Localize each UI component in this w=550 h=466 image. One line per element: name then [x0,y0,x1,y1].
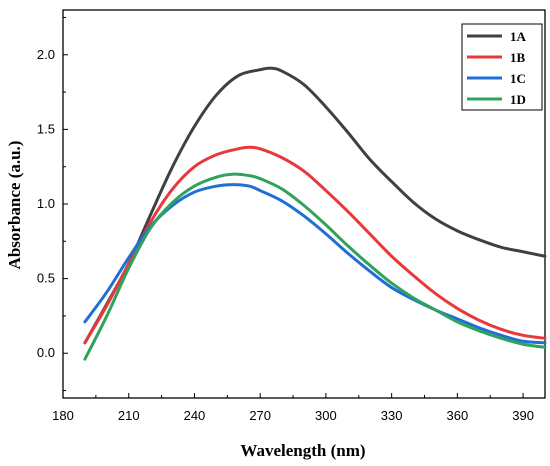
x-tick-label: 210 [118,408,140,423]
x-tick-label: 180 [52,408,74,423]
x-tick-label: 300 [315,408,337,423]
x-axis-ticks: 180 210 240 270 300 330 360 390 [52,393,534,423]
y-axis-ticks: 0.0 0.5 1.0 1.5 2.0 [37,16,68,392]
y-tick-label: 2.0 [37,47,55,62]
y-tick-label: 0.0 [37,345,55,360]
y-tick-label: 1.0 [37,196,55,211]
y-tick-label: 1.5 [37,121,55,136]
x-tick-label: 330 [381,408,403,423]
x-tick-label: 240 [184,408,206,423]
y-axis-title: Absorbance (a.u.) [5,141,24,270]
x-axis-title: Wavelength (nm) [240,441,365,460]
legend-label-1d: 1D [510,92,526,107]
legend-label-1b: 1B [510,50,526,65]
legend-box [461,23,543,111]
x-tick-label: 360 [447,408,469,423]
y-tick-label: 0.5 [37,271,55,286]
series-line-1a [83,66,547,345]
legend: 1A 1B 1C 1D [461,23,543,111]
legend-label-1c: 1C [510,71,526,86]
x-tick-label: 390 [512,408,534,423]
legend-label-1a: 1A [510,29,527,44]
x-tick-label: 270 [249,408,271,423]
series-line-1d [83,172,547,361]
series-layer [83,66,547,361]
series-line-1b [83,145,547,345]
